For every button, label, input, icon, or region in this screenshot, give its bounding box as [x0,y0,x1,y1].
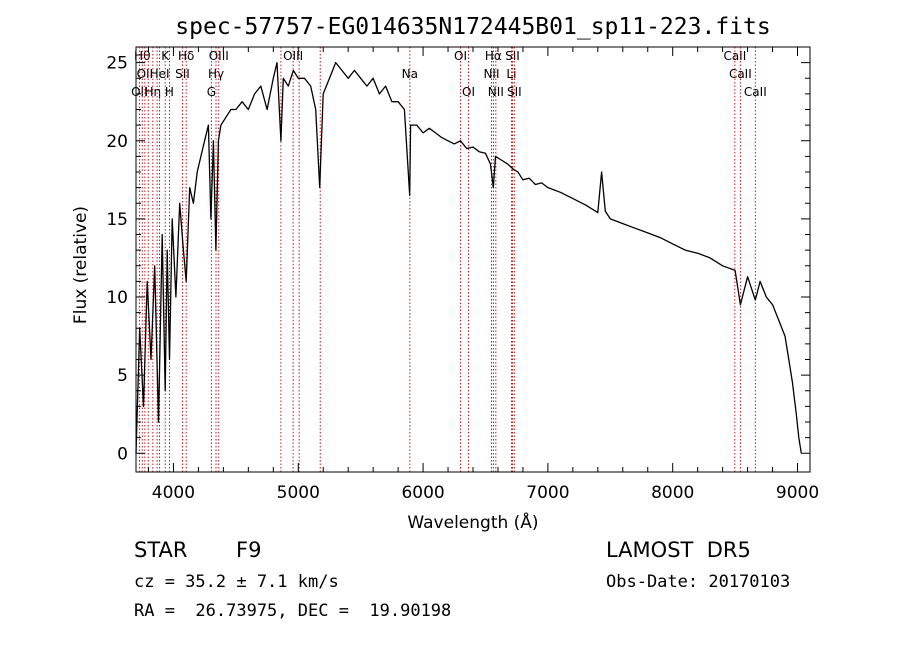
y-tick-label: 0 [117,444,128,464]
plot-area [135,61,802,454]
line-marker-label: Na [402,67,418,81]
line-marker-label: Hγ [208,67,224,81]
line-marker-label: Li [506,67,516,81]
line-marker-label: OII [131,85,148,99]
line-marker-label: HeI [150,67,170,81]
x-axis-label: Wavelength (Å) [407,511,538,533]
y-tick-label: 20 [106,132,128,152]
line-marker-label: OII [137,67,154,81]
line-marker-label: SII [175,67,190,81]
line-marker-label: NII [483,67,499,81]
object-class: STAR [134,538,188,562]
y-tick-label: 10 [106,288,128,308]
axes: 4000 5000 6000 7000 8000 9000 0 5 10 15 20 25 [106,46,819,503]
line-marker-label: G [207,85,216,99]
spectrum-line [135,61,802,454]
x-tick-label: 6000 [401,483,444,503]
y-tick-label: 5 [117,366,128,386]
line-marker-label: Hδ [178,49,194,63]
subclass: F9 [236,538,262,562]
line-marker-label: CaII [744,85,767,99]
y-tick-label: 15 [106,210,128,230]
line-marker-label: K [161,49,170,63]
plot-frame [135,46,811,473]
line-marker-label: OIII [283,49,303,63]
chart-title: spec-57757-EG014635N172445B01_sp11-223.f… [175,14,770,40]
line-marker-label: SII [507,85,522,99]
line-marker-label: NII [488,85,504,99]
x-tick-label: 5000 [277,483,320,503]
line-marker-label: CaII [723,49,746,63]
x-tick-label: 7000 [526,483,569,503]
line-marker-label: H [165,85,174,99]
line-marker-label: Hθ [134,49,150,63]
x-tick-label: 8000 [651,483,694,503]
line-marker-label: OIII [209,49,229,63]
line-marker-label: OI [462,85,475,99]
redshift-readout: cz = 35.2 ± 7.1 km/s [134,572,339,592]
line-marker-label: Hη [145,85,162,99]
x-tick-label: 9000 [776,483,819,503]
survey-name: LAMOST DR5 [606,538,751,562]
coordinates: RA = 26.73975, DEC = 19.90198 [134,601,452,621]
x-tick-label: 4000 [152,483,195,503]
y-axis-label: Flux (relative) [71,206,91,324]
line-marker-label: SII [505,49,520,63]
line-marker-label: Hα [485,49,502,63]
line-marker-label: CaII [729,67,752,81]
line-marker-label: OI [454,49,467,63]
y-tick-label: 25 [106,54,128,74]
obs-date: Obs-Date: 20170103 [606,572,791,592]
